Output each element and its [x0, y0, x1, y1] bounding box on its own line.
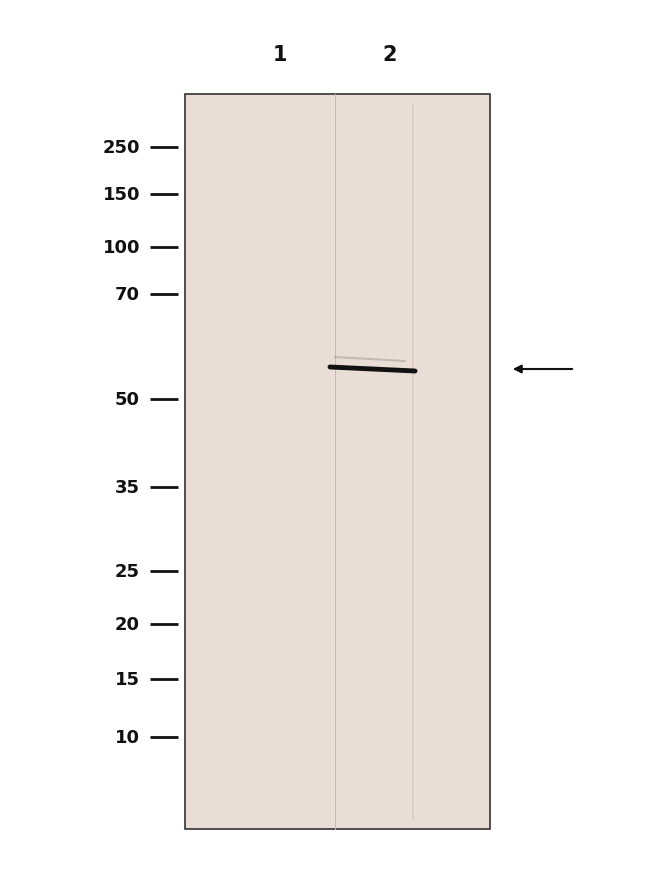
- Text: 15: 15: [115, 670, 140, 688]
- Text: 1: 1: [273, 45, 287, 65]
- Text: 70: 70: [115, 286, 140, 303]
- Text: 100: 100: [103, 239, 140, 256]
- Text: 250: 250: [103, 139, 140, 156]
- Text: 150: 150: [103, 186, 140, 203]
- Text: 35: 35: [115, 479, 140, 496]
- Text: 25: 25: [115, 562, 140, 580]
- Text: 2: 2: [383, 45, 397, 65]
- Text: 20: 20: [115, 615, 140, 634]
- Bar: [185, 95, 490, 829]
- Text: 50: 50: [115, 390, 140, 408]
- Text: 10: 10: [115, 728, 140, 746]
